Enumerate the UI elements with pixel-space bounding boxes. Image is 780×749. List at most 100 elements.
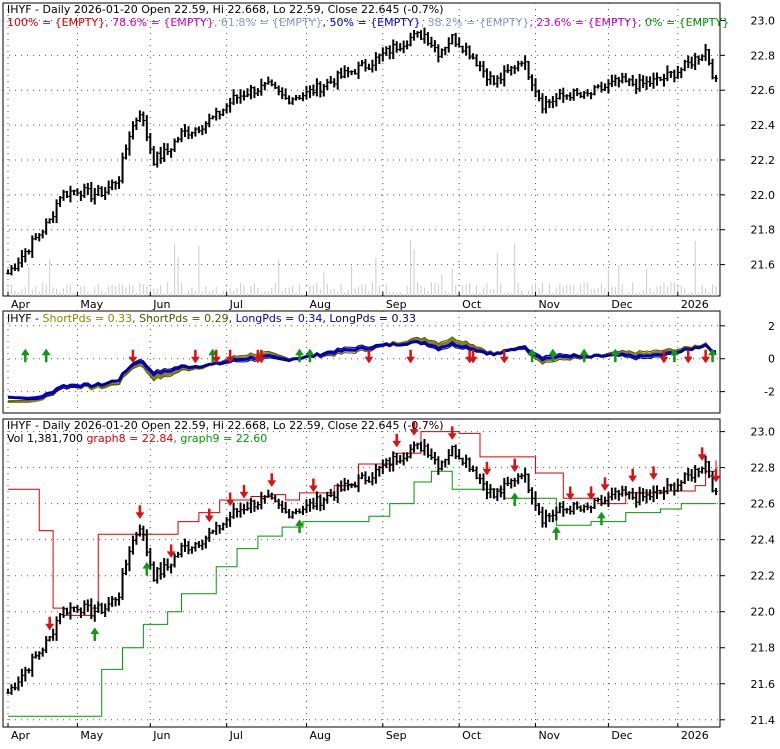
y-tick-label: 22.0 [751,189,776,202]
down-arrow-icon [392,433,402,448]
down-arrow-icon [499,349,509,364]
down-arrow-icon [239,484,249,499]
fib-legend-item: , 23.6% = {EMPTY} [529,16,638,29]
y-tick-label: 21.6 [751,259,776,272]
x-tick-label: Aug [309,298,330,311]
up-arrow-icon [548,348,558,363]
down-arrow-icon [135,505,145,519]
pds-panel-arrows [20,348,717,364]
up-arrow-icon [597,511,606,526]
stops-panel-x-axis: Apr May Jun Jul Aug Sep Oct Nov Dec 2026 [7,723,709,742]
down-arrow-icon [697,447,707,462]
up-arrow-icon [551,526,561,540]
down-arrow-icon [468,349,478,364]
fib-legend-item: , 38.2% = {EMPTY} [421,16,530,29]
price-panel-title: IHYF - Daily 2026-01-20 Open 22.59, Hi 2… [7,3,444,16]
pds-panel-y-axis: -2 0 2 [720,320,775,399]
stops-panel-frame [2,418,721,728]
down-arrow-icon [409,422,419,436]
x-tick-label: Jul [229,298,243,311]
down-arrow-icon [447,426,457,440]
up-arrow-icon [527,348,537,363]
y-tick-label: 22.6 [751,84,776,97]
down-arrow-icon [683,349,693,364]
x-tick-label: Dec [611,729,632,742]
pds-legend-item: , LongPds = 0.33 [322,312,416,325]
x-tick-label: May [80,729,103,742]
x-tick-label: Sep [386,729,407,742]
x-tick-label: 2026 [681,729,709,742]
x-tick-label: Oct [462,729,482,742]
x-tick-label: Nov [539,729,561,742]
down-arrow-icon [406,349,416,364]
down-arrow-icon [364,349,374,364]
up-arrow-icon [41,348,51,363]
pds-legend: IHYF - ShortPds = 0.33, ShortPds = 0.29,… [7,312,416,325]
y-tick-label: 22.6 [751,498,776,511]
y-tick-label: 22.8 [751,462,776,475]
down-arrow-icon [711,468,721,483]
down-arrow-icon [225,492,235,507]
fib-legend-item: , 61.8% = {EMPTY} [214,16,323,29]
x-tick-label: Oct [462,298,482,311]
price-panel-volume [7,240,717,296]
pds-legend-item: ShortPds = 0.33 [43,312,133,325]
price-panel-frame [2,2,721,297]
down-arrow-icon [190,349,200,364]
y-tick-label: 21.4 [751,714,776,727]
pds-panel-grid [3,311,720,413]
down-arrow-icon [701,349,711,364]
x-tick-label: 2026 [681,298,709,311]
y-tick-label: 21.8 [751,642,776,655]
x-tick-label: Jun [152,298,170,311]
pds-panel-frame [2,310,721,414]
x-tick-label: May [80,298,103,311]
down-arrow-icon [45,616,55,631]
fibonacci-legend: 100% = {EMPTY}, 78.6% = {EMPTY}, 61.8% =… [7,16,729,29]
stops-panel-title: IHYF - Daily 2026-01-20 Open 22.59, Hi 2… [7,419,444,432]
up-arrow-icon [579,348,589,363]
y-tick-label: 2 [768,320,775,333]
up-arrow-icon [142,561,152,576]
y-tick-label: 0 [768,353,775,366]
down-arrow-icon [565,486,575,501]
y-tick-label: 22.2 [751,154,776,167]
y-tick-label: 23.0 [751,426,776,439]
down-arrow-icon [628,468,638,483]
price-panel-y-axis: 21.6 21.8 22.0 22.2 22.4 22.6 22.8 23.0 [720,14,776,272]
down-arrow-icon [649,466,658,480]
y-tick-label: 21.8 [751,224,776,237]
price-panel-bars [6,27,718,276]
stops-panel-arrows [45,422,721,642]
x-tick-label: Nov [539,298,561,311]
stops-legend-item: graph8 = 22.84 [86,432,173,445]
y-tick-label: 21.6 [751,678,776,691]
volume-label: Vol 1,381,700 [7,432,86,445]
fib-legend-item: , 78.6% = {EMPTY} [105,16,214,29]
up-arrow-icon [90,627,100,642]
stops-panel-bars [6,439,718,695]
down-arrow-icon [211,349,221,364]
y-tick-label: 23.0 [751,14,776,27]
up-arrow-icon [295,348,304,363]
stops-panel-y-axis: 21.4 21.6 21.8 22.0 22.2 22.4 22.6 22.8 23.0 [720,426,775,727]
support-stop-line [8,470,716,717]
down-arrow-icon [166,544,176,559]
x-tick-label: Aug [309,729,330,742]
down-arrow-icon [308,478,318,493]
y-tick-label: 22.2 [751,570,776,583]
up-arrow-icon [20,348,30,363]
up-arrow-icon [510,492,520,507]
down-arrow-icon [600,477,610,492]
down-arrow-icon [510,458,520,473]
x-tick-label: Sep [386,298,407,311]
fib-legend-item: 100% = {EMPTY} [7,16,105,29]
x-tick-label: Jul [229,729,243,742]
y-tick-label: 22.4 [751,119,776,132]
fib-legend-item: , 0% = {EMPTY} [638,16,729,29]
down-arrow-icon [482,461,492,476]
stops-legend-item: , graph9 = 22.60 [173,432,267,445]
up-arrow-icon [295,519,304,533]
up-arrow-icon [669,348,679,363]
